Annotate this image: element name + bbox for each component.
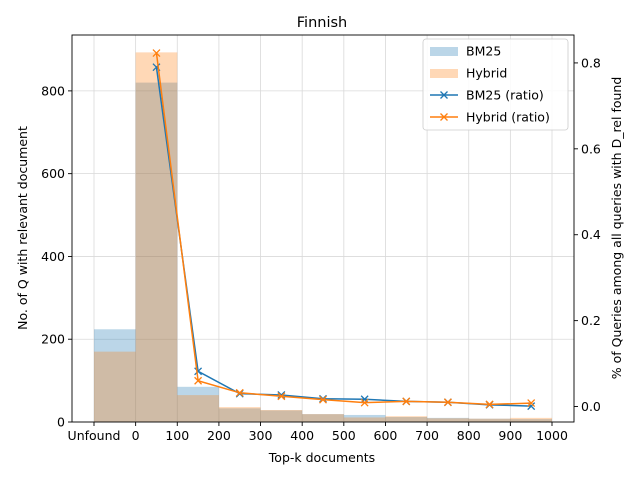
point-hybrid-ratio xyxy=(527,399,536,408)
marker-stroke xyxy=(443,398,452,407)
x-tick-label: 1000 xyxy=(536,428,568,443)
y-left-tick-label: 600 xyxy=(41,166,65,181)
y-right-tick-label: 0.4 xyxy=(581,227,601,242)
x-tick-label: 900 xyxy=(498,428,522,443)
marker-stroke xyxy=(194,376,203,385)
legend-label: Hybrid (ratio) xyxy=(466,110,550,125)
bar-hybrid xyxy=(135,52,178,422)
point-hybrid-ratio xyxy=(235,388,244,397)
marker-stroke xyxy=(485,400,494,409)
bar-hybrid xyxy=(468,418,511,422)
bar-bm25 xyxy=(468,418,511,422)
legend-item-bm25: BM25 xyxy=(430,44,501,59)
point-bm25-ratio xyxy=(360,395,369,404)
bar-hybrid xyxy=(94,351,136,422)
point-hybrid-ratio xyxy=(485,400,494,409)
bar-hybrid xyxy=(260,409,303,422)
y-right-tick-label: 0.6 xyxy=(581,141,601,156)
legend-item-hybrid-ratio: Hybrid (ratio) xyxy=(430,110,550,125)
bar-bm25 xyxy=(427,417,469,422)
marker-stroke xyxy=(527,399,536,408)
y-right-tick-label: 0.2 xyxy=(581,313,601,328)
y-left-tick-label: 800 xyxy=(41,83,65,98)
bar-hybrid xyxy=(177,395,219,422)
legend-label: Hybrid xyxy=(466,66,507,81)
legend-swatch xyxy=(430,69,458,78)
x-tick-label: 0 xyxy=(132,428,140,443)
y-axis-title-right: % of Queries among all queries with D_re… xyxy=(609,77,624,380)
y-left-tick-label: 400 xyxy=(41,249,65,264)
point-hybrid-ratio xyxy=(443,398,452,407)
bar-hybrid xyxy=(427,418,469,422)
marker-stroke xyxy=(527,402,536,411)
x-axis-title: Top-k documents xyxy=(268,450,375,465)
x-tick-label: 400 xyxy=(290,428,314,443)
y-right-tick-label: 0.8 xyxy=(581,55,601,70)
plot-frame xyxy=(71,34,575,423)
bar-bm25 xyxy=(94,329,136,422)
chart-title: Finnish xyxy=(297,15,347,31)
marker-stroke xyxy=(319,395,327,404)
legend-swatch xyxy=(430,47,458,56)
lines-layer xyxy=(152,49,536,411)
point-hybrid-ratio xyxy=(360,398,369,407)
marker-stroke xyxy=(360,395,369,404)
bar-hybrid xyxy=(510,417,552,422)
point-bm25-ratio xyxy=(277,390,286,399)
marker-stroke xyxy=(194,367,203,376)
bar-hybrid xyxy=(343,417,386,422)
bar-bm25 xyxy=(343,414,386,422)
bar-hybrid xyxy=(385,416,428,422)
legend-item-bm25-ratio: BM25 (ratio) xyxy=(430,88,544,103)
legend: BM25 Hybrid BM25 (ratio) Hybrid (ratio) xyxy=(422,38,569,131)
legend-label: BM25 xyxy=(466,44,501,59)
marker-stroke xyxy=(152,49,161,57)
bars-layer xyxy=(94,52,552,422)
legend-marker xyxy=(440,113,448,121)
y-left-tick-label: 0 xyxy=(57,415,65,430)
x-tick-label: 500 xyxy=(332,428,356,443)
legend-item-hybrid: Hybrid xyxy=(430,66,507,81)
x-tick-label: 100 xyxy=(165,428,189,443)
bar-bm25 xyxy=(177,386,219,422)
bar-bm25 xyxy=(302,414,344,422)
point-hybrid-ratio xyxy=(319,395,327,404)
marker-stroke xyxy=(235,388,244,397)
x-tick-label: Unfound xyxy=(68,428,121,443)
y-right-tick-label: 0.0 xyxy=(581,399,601,414)
bar-hybrid xyxy=(302,414,344,422)
point-hybrid-ratio xyxy=(402,397,411,406)
point-bm25-ratio xyxy=(194,367,203,376)
marker-stroke xyxy=(277,392,286,401)
bar-bm25 xyxy=(385,417,428,422)
marker-stroke xyxy=(277,390,286,399)
y-axis-title-left: No. of Q with relevant document xyxy=(15,126,30,330)
x-tick-label: 600 xyxy=(374,428,398,443)
bar-bm25 xyxy=(218,408,261,422)
x-tick-label: 200 xyxy=(207,428,231,443)
point-hybrid-ratio xyxy=(152,49,161,57)
bar-bm25 xyxy=(510,419,552,422)
marker-stroke xyxy=(360,398,369,407)
marker-stroke xyxy=(152,63,161,72)
axes-layer: Unfound 0 100 200 300 400 500 600 700 800 900 10000… xyxy=(41,34,601,443)
y-left-tick-label: 200 xyxy=(41,332,65,347)
legend-box xyxy=(422,38,569,131)
legend-marker xyxy=(440,91,448,99)
bar-bm25 xyxy=(135,82,178,422)
marker-stroke xyxy=(402,397,411,406)
point-hybrid-ratio xyxy=(277,392,286,401)
legend-label: BM25 (ratio) xyxy=(466,88,544,103)
bar-hybrid xyxy=(218,407,261,422)
x-tick-label: 800 xyxy=(457,428,481,443)
x-tick-label: 700 xyxy=(415,428,439,443)
line-hybrid-ratio xyxy=(155,52,532,406)
point-hybrid-ratio xyxy=(194,376,203,385)
x-tick-label: 300 xyxy=(249,428,273,443)
bar-bm25 xyxy=(260,410,303,422)
